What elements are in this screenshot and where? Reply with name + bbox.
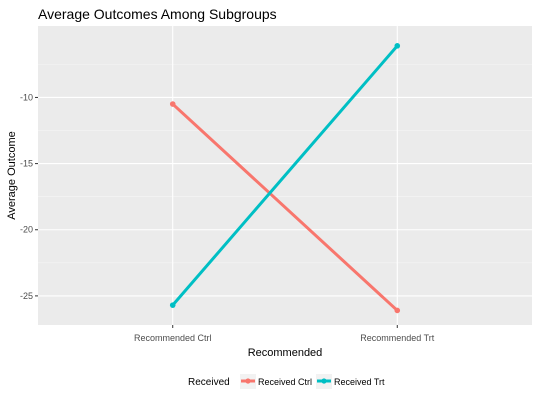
y-axis-title: Average Outcome bbox=[6, 131, 18, 219]
series-layer bbox=[169, 43, 401, 314]
y-axis: -25 -20 -15 -10 bbox=[20, 92, 38, 301]
y-tick-label: -15 bbox=[20, 159, 33, 169]
x-axis-title: Recommended bbox=[248, 347, 323, 359]
data-point bbox=[394, 307, 401, 314]
x-tick-label: Recommended Trt bbox=[360, 333, 435, 343]
series-line bbox=[171, 102, 399, 312]
minor-gridlines bbox=[38, 64, 532, 264]
legend-key-point bbox=[245, 378, 251, 384]
data-point bbox=[169, 302, 176, 308]
data-point bbox=[394, 43, 401, 49]
major-gridlines bbox=[38, 26, 532, 325]
x-tick-label: Recommended Ctrl bbox=[134, 333, 212, 343]
legend-key-point bbox=[321, 378, 327, 384]
chart-title: Average Outcomes Among Subgroups bbox=[38, 6, 277, 22]
x-axis: Recommended Ctrl Recommended Trt bbox=[134, 325, 435, 343]
series-line bbox=[171, 44, 399, 307]
legend-label: Received Ctrl bbox=[258, 377, 312, 387]
y-tick-label: -20 bbox=[20, 225, 33, 235]
legend: Received Received Ctrl Received Trt bbox=[188, 374, 385, 389]
y-tick-label: -10 bbox=[20, 92, 33, 102]
legend-title: Received bbox=[188, 377, 230, 388]
data-point bbox=[169, 101, 176, 107]
y-tick-label: -25 bbox=[20, 291, 33, 301]
legend-label: Received Trt bbox=[334, 377, 385, 387]
